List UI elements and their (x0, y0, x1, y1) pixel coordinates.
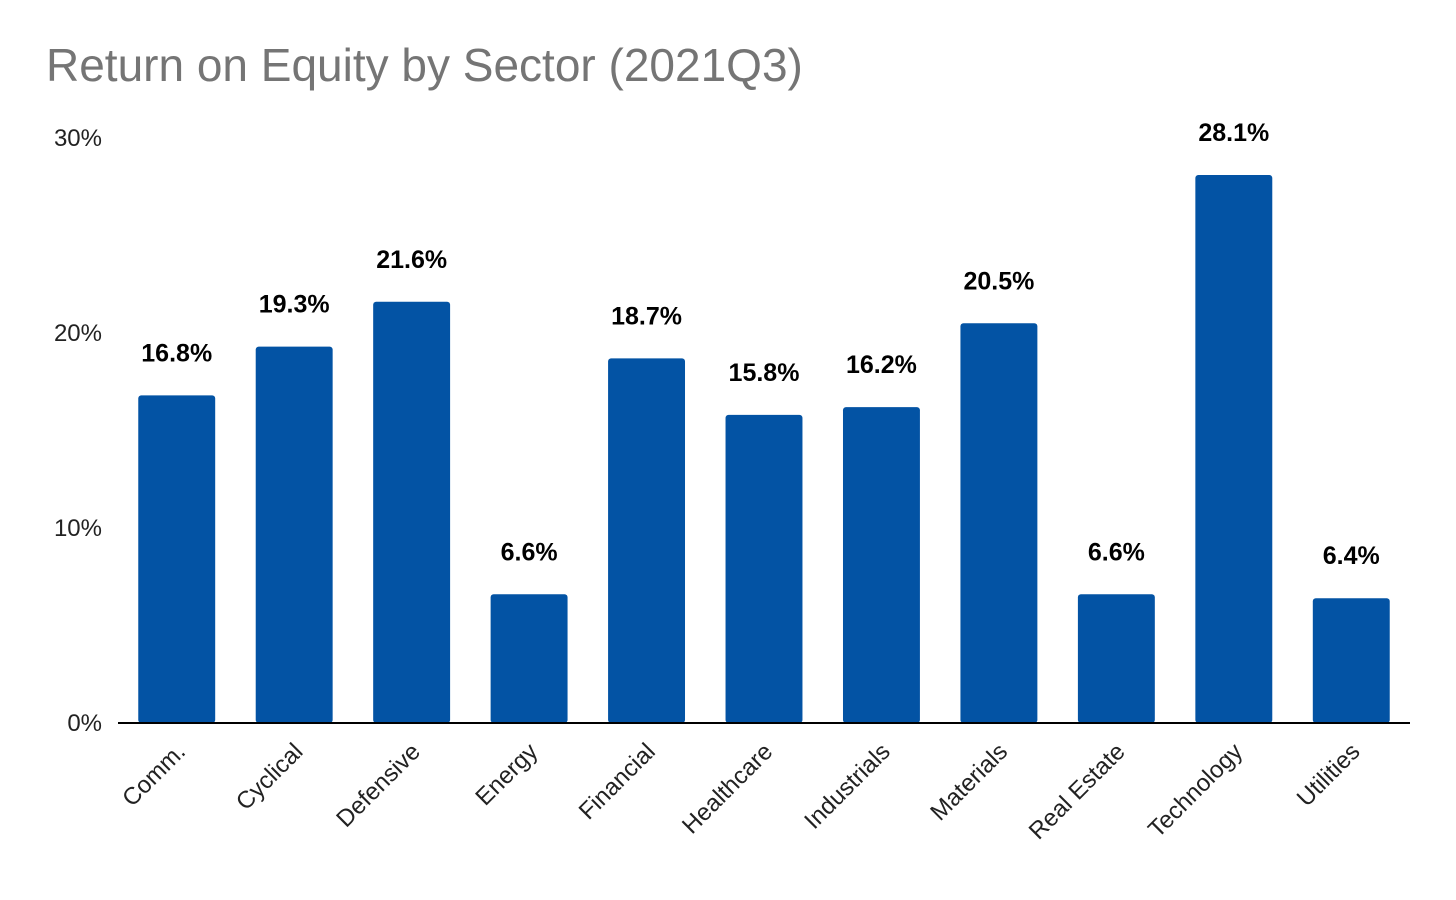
x-axis: Comm. Cyclical Defensive Energy Financial Hea… (117, 722, 1410, 845)
data-label: 15.8% (729, 359, 800, 387)
y-tick-label: 30% (54, 125, 102, 152)
data-label: 6.6% (1088, 538, 1145, 566)
x-tick-label: Cyclical (231, 738, 309, 816)
x-tick-label: Real Estate (1024, 738, 1131, 845)
bar (1195, 175, 1273, 724)
data-label: 28.1% (1198, 119, 1269, 147)
chart-title: Return on Equity by Sector (2021Q3) (46, 39, 803, 91)
bar (373, 301, 451, 723)
y-tick-label: 10% (54, 515, 102, 542)
bar (960, 323, 1038, 723)
x-tick-label: Financial (574, 738, 661, 825)
bar (608, 358, 686, 723)
data-label: 21.6% (376, 246, 447, 274)
data-label: 18.7% (611, 302, 682, 330)
x-tick-label: Comm. (117, 738, 191, 812)
data-label: 16.2% (846, 351, 917, 379)
data-labels: 16.8% 19.3% 21.6% 6.6% 18.7% 15.8% 16.2% 20.5% 6… (141, 119, 1379, 570)
x-tick-label: Materials (925, 738, 1013, 826)
bar (1077, 594, 1155, 723)
bar (490, 594, 568, 723)
data-label: 6.4% (1323, 542, 1380, 570)
bar (725, 414, 803, 723)
x-tick-label: Technology (1143, 738, 1248, 843)
bars (138, 175, 1390, 724)
bar (255, 346, 333, 723)
bar (138, 395, 216, 723)
data-label: 16.8% (141, 339, 212, 367)
x-tick-label: Energy (470, 738, 543, 811)
y-tick-label: 20% (54, 320, 102, 347)
data-label: 19.3% (259, 291, 330, 319)
y-tick-label: 0% (67, 710, 102, 737)
bar (1312, 598, 1390, 723)
y-axis: 0% 10% 20% 30% (54, 125, 102, 737)
data-label: 20.5% (963, 267, 1034, 295)
x-tick-label: Healthcare (677, 738, 778, 839)
x-tick-label: Defensive (331, 738, 426, 833)
x-tick-label: Industrials (799, 738, 895, 834)
x-tick-label: Utilities (1292, 738, 1366, 812)
bar (842, 407, 920, 723)
data-label: 6.6% (501, 538, 558, 566)
